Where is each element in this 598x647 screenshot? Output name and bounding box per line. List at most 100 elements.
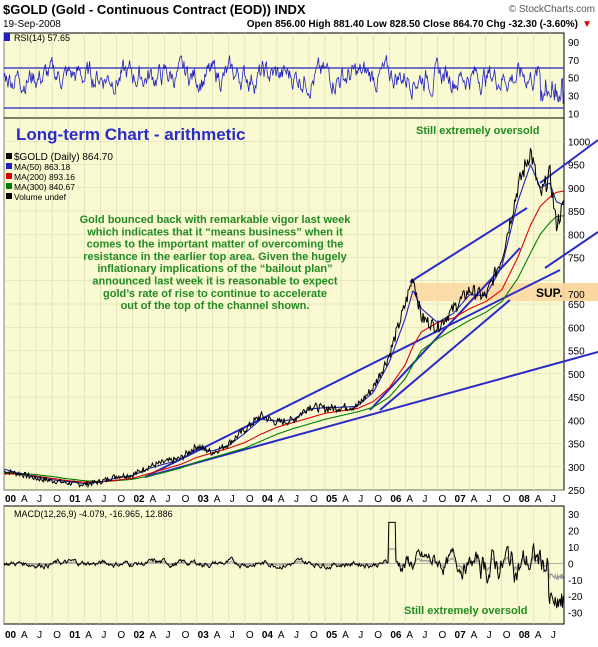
x-tick-label: A [406,630,413,641]
date-label: 19-Sep-2008 [3,19,61,30]
macd-ytick-label: -20 [568,592,583,603]
x-tick-label: A [149,494,156,505]
x-axis-mid: 00 A J O 01 A J O 02 A J O 03 A J O 04 A J O 05 A J O 06 A J O 07 A J O… [5,494,556,505]
x-tick-label: J [487,494,492,505]
macd-label: MACD(12,26,9) -4.079, -16.965, 12.886 [14,509,173,519]
x-tick-label: J [101,630,106,641]
x-tick-label: A [342,494,349,505]
commentary-text: Gold bounced back with remarkable vigor … [80,214,352,312]
x-axis-bottom: 00 A J O 01 A J O 02 A J O 03 A J O 04 A J O 05 A J O 06 A J O 07 A J O… [5,630,556,641]
x-tick-label: J [294,630,299,641]
fan-line-2 [379,299,511,411]
price-ytick-label: 250 [568,486,585,497]
legend-swatch [6,183,12,189]
commentary-line: comes to the important matter of overcom… [87,239,344,251]
x-tick-label: 06 [390,630,402,641]
price-ytick-label: 900 [568,184,585,195]
x-tick-label: J [422,630,427,641]
x-tick-label: O [374,494,382,505]
x-tick-label: A [471,494,478,505]
commentary-line: announced last week it is reasonable to … [92,276,337,288]
x-tick-label: A [21,630,28,641]
x-tick-label: 07 [455,630,467,641]
x-tick-label: O [117,630,125,641]
price-ytick-label: 500 [568,370,585,381]
x-tick-label: A [535,630,542,641]
x-tick-label: O [310,494,318,505]
current-price-tag [564,283,598,301]
x-tick-label: O [182,630,190,641]
commentary-line: which indicates that it “means business”… [86,226,343,238]
x-tick-label: 08 [519,630,531,641]
x-tick-label: O [53,630,61,641]
x-tick-label: J [230,630,235,641]
x-tick-label: O [438,630,446,641]
rsi-panel: RSI(14) 57.65 90 70 50 30 10 [3,32,580,121]
x-tick-label: O [53,494,61,505]
x-tick-label: 03 [198,494,210,505]
x-tick-label: J [422,494,427,505]
macd-panel: MACD(12,26,9) -4.079, -16.965, 12.886 St… [3,505,583,625]
x-tick-label: 02 [133,494,145,505]
channel-lower-line [144,351,598,478]
x-tick-label: 07 [455,494,467,505]
support-label: SUP. [536,286,562,300]
ohlc-readout: Open 856.00 High 881.40 Low 828.50 Close… [247,19,578,30]
x-tick-label: O [503,494,511,505]
x-tick-label: O [503,630,511,641]
price-panel: Long-term Chart - arithmetic Still extre… [3,117,598,497]
rsi-ytick-label: 10 [568,110,580,121]
x-tick-label: 05 [326,494,338,505]
price-ytick-label: 800 [568,230,585,241]
x-tick-label: A [342,630,349,641]
x-tick-label: O [310,630,318,641]
x-tick-label: J [551,630,556,641]
rsi-panel-frame [3,32,565,119]
legend-entry: MA(50) 863.18 [14,162,70,172]
x-tick-label: 00 [5,494,17,505]
macd-oversold-note: Still extremely oversold [404,605,528,617]
x-tick-label: J [37,630,42,641]
rsi-line [3,55,565,104]
x-tick-label: A [278,630,285,641]
x-tick-label: 04 [262,494,274,505]
x-tick-label: 03 [198,630,210,641]
rsi-ytick-label: 70 [568,56,580,67]
x-tick-label: A [535,494,542,505]
x-tick-label: J [230,494,235,505]
x-tick-label: O [374,630,382,641]
legend-entry: MA(300) 840.67 [14,182,75,192]
x-tick-label: 04 [262,630,274,641]
price-ytick-label: 550 [568,347,585,358]
price-ytick-label: 600 [568,323,585,334]
x-tick-label: J [487,630,492,641]
legend-swatch [6,163,12,169]
rsi-ytick-label: 30 [568,92,580,103]
channel-upper-line [409,207,528,283]
x-tick-label: 05 [326,630,338,641]
macd-ytick-label: 10 [568,543,580,554]
price-ytick-label: 850 [568,207,585,218]
commentary-line: Gold bounced back with remarkable vigor … [80,214,352,226]
price-ytick-label: 750 [568,254,585,265]
price-ytick-label: 950 [568,161,585,172]
commentary-line: out of the top of the channel shown. [121,300,310,312]
macd-ytick-label: -30 [568,609,583,620]
x-tick-label: A [406,494,413,505]
x-tick-label: O [246,494,254,505]
x-tick-label: 01 [69,630,81,641]
down-arrow-icon: ▼ [582,19,592,30]
rsi-label: RSI(14) 57.65 [14,33,70,43]
commentary-line: resistance in the earlier top area. Give… [83,251,347,263]
price-ytick-label: 650 [568,300,585,311]
watermark: © StockCharts.com [509,4,595,15]
macd-line [3,521,565,609]
x-tick-label: J [101,494,106,505]
macd-ytick-label: -10 [568,576,583,587]
x-tick-label: O [246,630,254,641]
macd-ytick-label: 0 [568,559,574,570]
x-tick-label: A [214,630,221,641]
chart-title: $GOLD (Gold - Continuous Contract (EOD))… [3,2,306,17]
x-tick-label: 01 [69,494,81,505]
